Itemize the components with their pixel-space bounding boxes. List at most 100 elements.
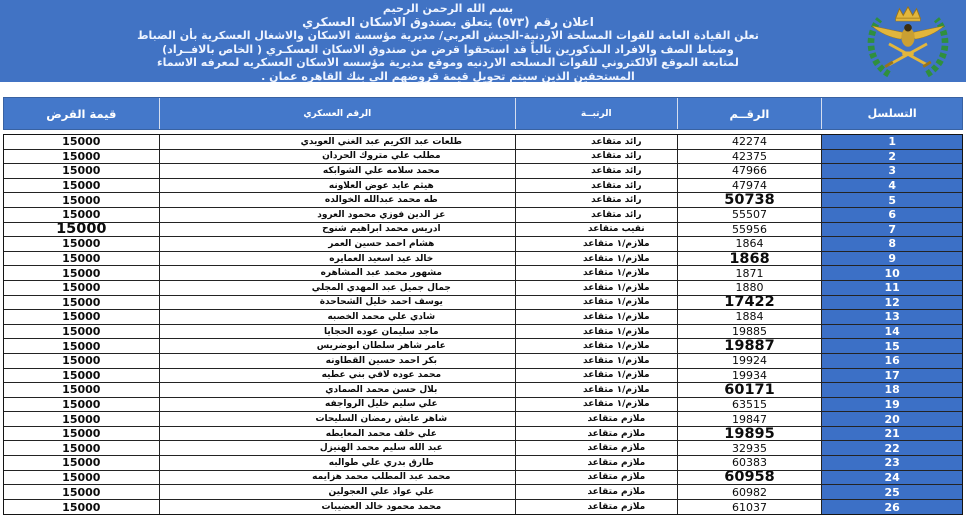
table-row: 15000 عز الدين فوزي محمود العرود رائد متقا… bbox=[4, 207, 962, 223]
table-row: 15000 علي سليم خليل الرواجفه ملازم/١ متقاع… bbox=[4, 397, 962, 413]
cell-rank: رائد متقاعد bbox=[514, 207, 677, 223]
cell-rank: ملازم متقاعد bbox=[514, 426, 677, 442]
cell-rank: ملازم/١ متقاعد bbox=[514, 266, 677, 281]
cell-value: 15000 bbox=[4, 354, 159, 369]
cell-name: شاهر عايش رمضان السليحات bbox=[158, 412, 515, 427]
column-header-rank: الرتبــة bbox=[514, 98, 677, 129]
cell-rank: رائد متقاعد bbox=[514, 149, 677, 165]
cell-rank: ملازم/١ متقاعد bbox=[514, 310, 677, 325]
cell-value: 15000 bbox=[4, 456, 159, 471]
table-row: 15000 شادي علي محمد الخصبه ملازم/١ متقاعد 1… bbox=[4, 310, 962, 325]
cell-number: 19887 bbox=[676, 339, 822, 354]
cell-name: علي خلف محمد المعايطه bbox=[158, 426, 515, 442]
table-row: 15000 محمد محمود خالد العضيبات ملازم متقاع… bbox=[4, 499, 962, 515]
column-header-value: قيمة القرض bbox=[46, 106, 117, 121]
cell-name: جمال جميل عبد المهدي المجلي bbox=[158, 280, 515, 296]
cell-number: 1868 bbox=[676, 251, 822, 267]
cell-serial: 12 bbox=[821, 295, 962, 311]
cell-name: طه محمد عبدالله الخوالده bbox=[158, 193, 515, 208]
cell-rank: ملازم متقاعد bbox=[514, 441, 677, 457]
table-row: 15000 خالد عيد اسعيد العمايره ملازم/١ متقا… bbox=[4, 251, 962, 267]
cell-value: 15000 bbox=[4, 281, 159, 296]
cell-name: مشهور محمد عبد المشاهره bbox=[158, 266, 515, 281]
cell-serial: 16 bbox=[821, 353, 962, 369]
cell-rank: ملازم/١ متقاعد bbox=[514, 397, 677, 413]
cell-value: 15000 bbox=[4, 325, 159, 340]
cell-serial: 9 bbox=[821, 251, 962, 267]
cell-serial: 2 bbox=[821, 149, 962, 165]
loan-table: قيمة القرض الرقم العسكري الرتبــة الرقــم ال… bbox=[3, 97, 963, 515]
cell-value: 15000 bbox=[4, 310, 159, 325]
cell-value: 15000 bbox=[4, 339, 159, 354]
cell-value: 15000 bbox=[4, 252, 159, 267]
cell-value: 15000 bbox=[4, 164, 159, 179]
cell-rank: ملازم متقاعد bbox=[514, 470, 677, 486]
table-row: 15000 محمد عوده لافي بني عطيه ملازم/١ متقا… bbox=[4, 368, 962, 384]
cell-rank: رائد متقاعد bbox=[514, 193, 677, 208]
table-row: 15000 محمد عبد المطلب محمد هزايمه ملازم مت… bbox=[4, 470, 962, 486]
cell-rank: ملازم متقاعد bbox=[514, 485, 677, 500]
cell-serial: 11 bbox=[821, 280, 962, 296]
table-row: 15000 علي خلف محمد المعايطه ملازم متقاعد 19… bbox=[4, 426, 962, 442]
cell-number: 19895 bbox=[676, 426, 822, 442]
cell-serial: 14 bbox=[821, 324, 962, 340]
cell-rank: ملازم/١ متقاعد bbox=[514, 339, 677, 354]
cell-serial: 4 bbox=[821, 178, 962, 194]
cell-name: طارق بدري علي طوالبه bbox=[158, 456, 515, 471]
cell-name: هيثم عايد عوض العلاونه bbox=[158, 178, 515, 194]
cell-serial: 8 bbox=[821, 237, 962, 252]
cell-serial: 19 bbox=[821, 397, 962, 413]
table-row: 15000 بكر احمد حسين القطاونه ملازم/١ متقاع… bbox=[4, 353, 962, 369]
cell-number: 42274 bbox=[676, 135, 822, 150]
cell-serial: 21 bbox=[821, 426, 962, 442]
cell-serial: 24 bbox=[821, 470, 962, 486]
cell-rank: نقيب متقاعد bbox=[514, 222, 677, 238]
cell-number: 63515 bbox=[676, 397, 822, 413]
cell-number: 32935 bbox=[676, 441, 822, 457]
cell-number: 60383 bbox=[676, 456, 822, 471]
column-header-number: الرقــم bbox=[676, 98, 822, 129]
cell-name: عز الدين فوزي محمود العرود bbox=[158, 207, 515, 223]
announcement-line: المستحقين الذين سيتم تحويل قيمة قروضهم ا… bbox=[261, 69, 635, 83]
cell-name: علي سليم خليل الرواجفه bbox=[158, 397, 515, 413]
cell-serial: 7 bbox=[821, 222, 962, 238]
cell-name: هشام احمد حسين العمر bbox=[158, 237, 515, 252]
cell-serial: 25 bbox=[821, 485, 962, 500]
cell-number: 60958 bbox=[676, 470, 822, 486]
cell-rank: ملازم/١ متقاعد bbox=[514, 383, 677, 398]
cell-number: 55956 bbox=[676, 222, 822, 238]
cell-name: ادريس محمد ابراهيم شنوح bbox=[158, 222, 515, 238]
cell-name: ماجد سليمان عوده الحجايا bbox=[158, 324, 515, 340]
cell-value: 15000 bbox=[4, 179, 159, 194]
cell-name: بكر احمد حسين القطاونه bbox=[158, 353, 515, 369]
cell-rank: ملازم/١ متقاعد bbox=[514, 368, 677, 384]
cell-serial: 6 bbox=[821, 207, 962, 223]
cell-value: 15000 bbox=[4, 266, 159, 281]
table-row: 15000 هشام احمد حسين العمر ملازم/١ متقاعد 1… bbox=[4, 237, 962, 252]
cell-value: 15000 bbox=[4, 296, 159, 311]
cell-name: عبد الله سليم محمد الهنيزل bbox=[158, 441, 515, 457]
table-row: 15000 شاهر عايش رمضان السليحات ملازم متقاع… bbox=[4, 412, 962, 427]
cell-serial: 5 bbox=[821, 193, 962, 208]
cell-name: محمد سلامه علي الشوابكه bbox=[158, 164, 515, 179]
cell-serial: 10 bbox=[821, 266, 962, 281]
cell-value: 15000 bbox=[4, 193, 159, 208]
column-header-name: الرقم العسكري bbox=[158, 98, 515, 129]
cell-rank: ملازم متقاعد bbox=[514, 456, 677, 471]
cell-serial: 26 bbox=[821, 499, 962, 515]
cell-serial: 22 bbox=[821, 441, 962, 457]
cell-name: محمد محمود خالد العضيبات bbox=[158, 499, 515, 515]
cell-number: 1880 bbox=[676, 280, 822, 296]
cell-serial: 1 bbox=[821, 135, 962, 150]
basmala-line: بسم الله الرحمن الرحيم bbox=[382, 2, 514, 15]
cell-rank: ملازم متقاعد bbox=[514, 412, 677, 427]
table-row: 15000 ادريس محمد ابراهيم شنوح نقيب متقاعد 5… bbox=[4, 222, 962, 238]
cell-number: 47974 bbox=[676, 178, 822, 194]
cell-serial: 20 bbox=[821, 412, 962, 427]
cell-rank: ملازم/١ متقاعد bbox=[514, 237, 677, 252]
table-row: 15000 علي عواد علي العجولين ملازم متقاعد 60… bbox=[4, 485, 962, 500]
cell-number: 19924 bbox=[676, 353, 822, 369]
cell-value: 15000 bbox=[4, 150, 159, 165]
cell-number: 19934 bbox=[676, 368, 822, 384]
cell-serial: 13 bbox=[821, 310, 962, 325]
